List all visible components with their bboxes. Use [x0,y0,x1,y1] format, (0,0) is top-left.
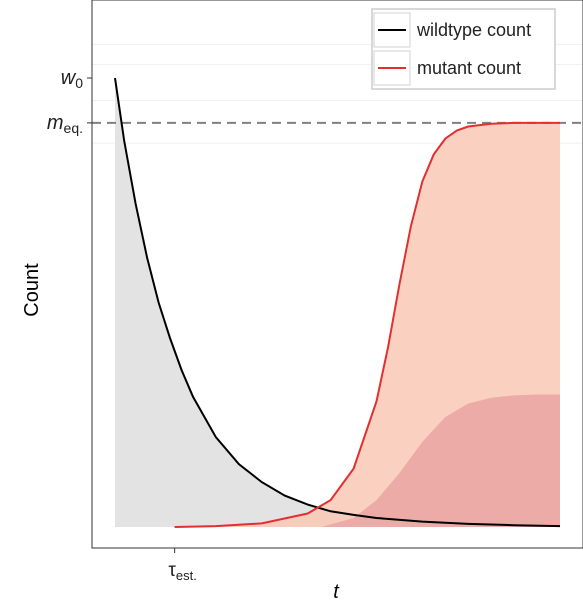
panel-border [91,0,583,549]
series-lines [114,77,561,528]
y-axis-title: Count [21,263,43,317]
legend: wildtype count mutant count [371,8,556,90]
area-fills [115,78,560,528]
y-axis-ticks: w0 meq. [47,67,92,136]
series-area-2 [321,394,560,527]
x-axis-title: t [333,581,340,603]
x-tick-label: τest. [168,560,196,583]
legend-label: wildtype count [416,20,531,40]
series-line-0 [114,77,561,528]
series-line-1 [174,121,560,528]
series-area-0 [115,78,560,527]
y-tick-label: w0 [61,67,83,91]
x-axis-ticks: τest. [168,548,197,583]
legend-label: mutant count [417,58,521,78]
y-tick-label: meq. [47,112,83,136]
